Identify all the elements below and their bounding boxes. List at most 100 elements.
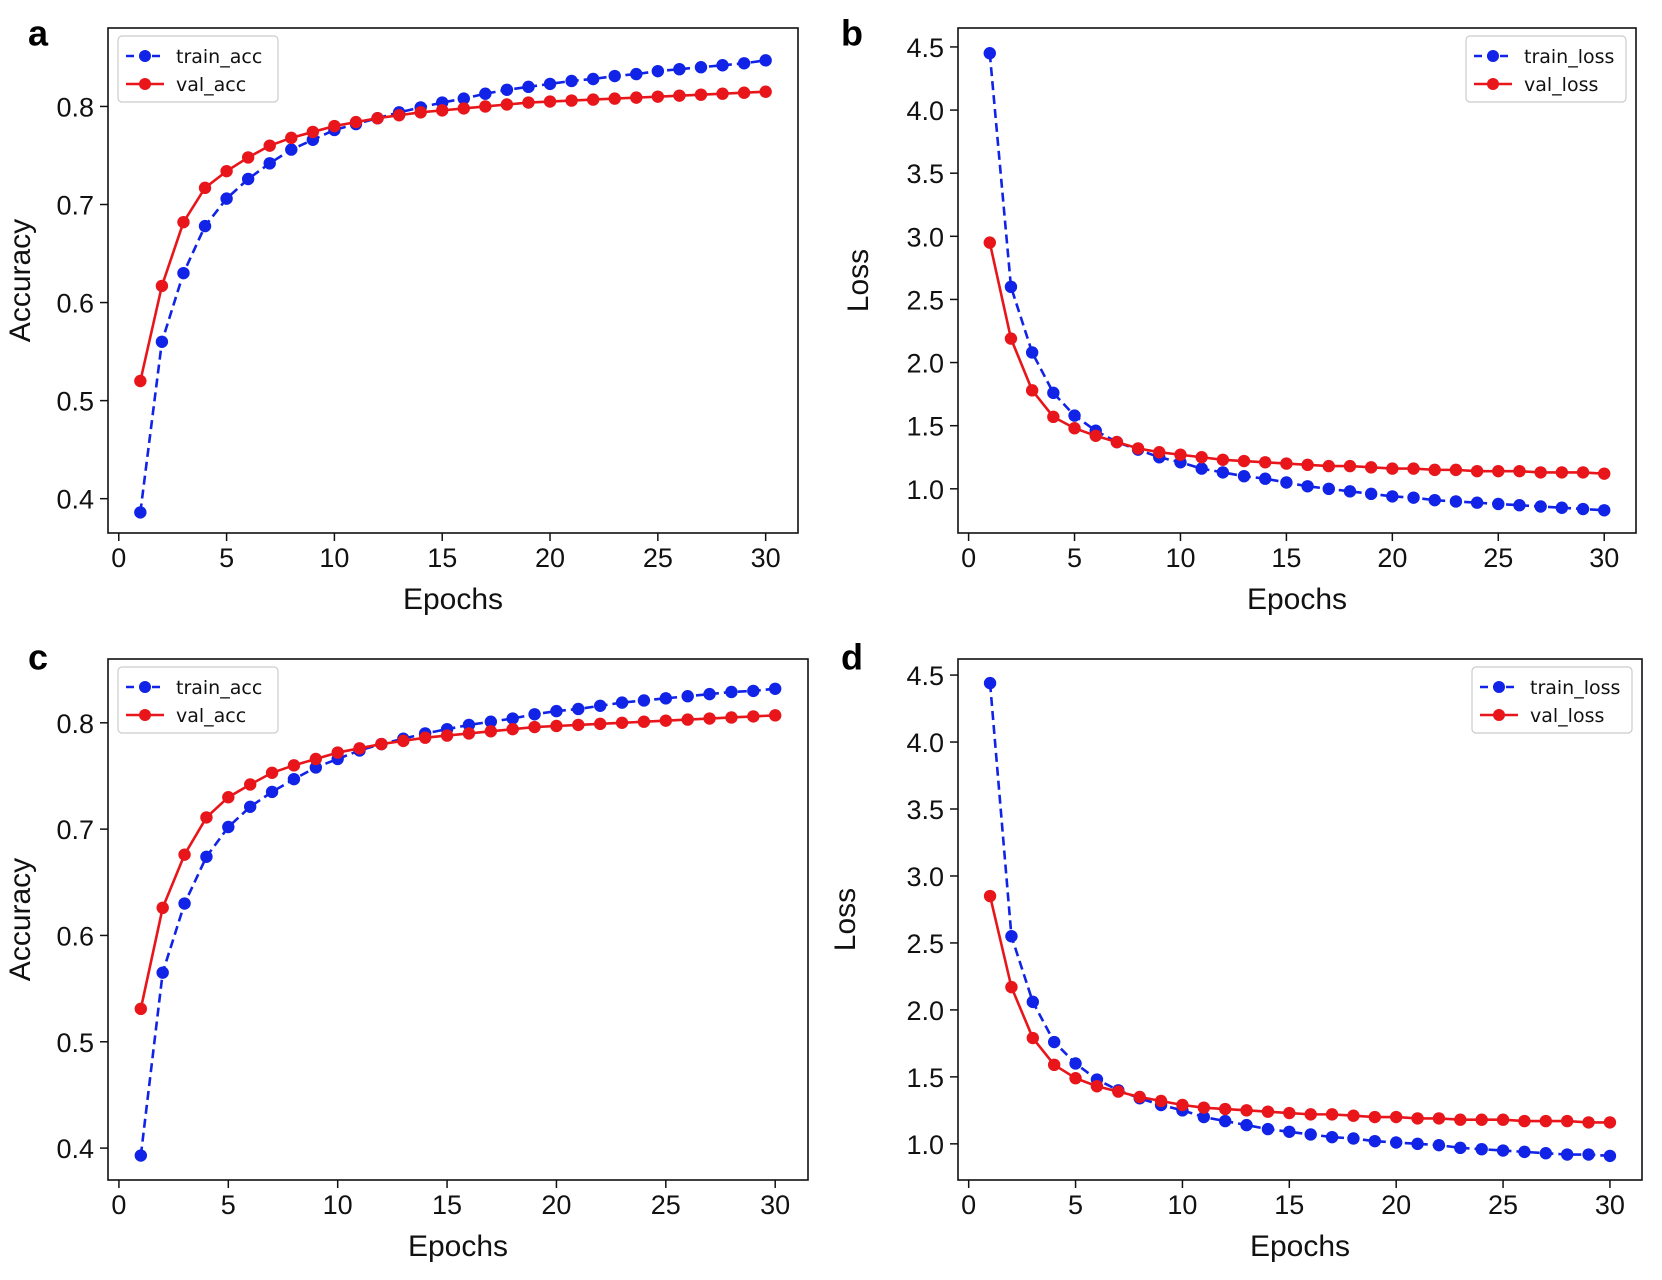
data-point-train_acc [155, 335, 169, 348]
data-point-val_acc [747, 710, 760, 723]
data-point-train_loss [1216, 466, 1230, 479]
data-point-val_acc [462, 727, 476, 740]
y-tick-label: 0.6 [56, 921, 94, 951]
data-point-train_acc [572, 702, 585, 716]
data-point-train_acc [673, 62, 686, 76]
y-axis-label: Loss [842, 249, 875, 312]
y-tick-label: 0.5 [56, 1028, 94, 1058]
data-point-val_loss [1110, 435, 1124, 449]
data-point-train_acc [285, 143, 298, 156]
data-point-val_loss [1047, 410, 1060, 424]
data-point-train_loss [1386, 490, 1399, 503]
data-point-train_loss [1069, 1057, 1082, 1070]
x-tick-label: 10 [319, 543, 349, 573]
data-point-val_loss [1555, 466, 1569, 479]
x-tick-label: 25 [651, 1190, 681, 1220]
data-point-val_loss [1304, 1108, 1317, 1121]
x-tick-label: 0 [961, 543, 976, 573]
data-point-val_acc [309, 752, 323, 766]
plot-frame [957, 27, 1637, 534]
panel-letter: d [841, 637, 863, 678]
data-point-val_loss [1449, 463, 1463, 477]
data-point-val_loss [1389, 1110, 1403, 1124]
data-point-train_acc [608, 69, 621, 83]
data-point-val_loss [1301, 458, 1314, 472]
legend-swatch-marker [139, 681, 151, 693]
x-axis-label: Epochs [1250, 1230, 1350, 1263]
legend-swatch-marker [1493, 709, 1505, 721]
panel-c: c 0 5 10 15 20 25 30 0.4 0.5 0.6 0.7 0.8 Epochs Accura… [4, 637, 809, 1263]
data-point-train_acc [265, 785, 279, 799]
x-tick-label: 15 [427, 543, 457, 573]
data-point-val_loss [1386, 462, 1399, 475]
data-point-val_acc [392, 109, 406, 122]
data-point-val_loss [1025, 384, 1039, 397]
series-line-train_loss [988, 683, 1611, 1158]
data-point-train_loss [1322, 482, 1335, 496]
data-point-train_loss [1598, 504, 1611, 517]
y-tick-label: 0.4 [56, 1134, 94, 1164]
y-tick-label: 0.4 [56, 485, 94, 515]
data-point-val_loss [1069, 1072, 1082, 1085]
y-tick-label: 0.7 [56, 815, 94, 845]
data-point-train_loss [1368, 1134, 1382, 1148]
data-point-val_loss [1454, 1113, 1467, 1126]
data-point-train_loss [1304, 1128, 1317, 1141]
data-point-val_acc [572, 718, 585, 732]
data-point-val_acc [543, 95, 557, 108]
x-tick-label: 5 [1068, 1190, 1083, 1220]
data-point-val_acc [134, 374, 147, 388]
data-point-val_acc [659, 714, 673, 727]
data-point-val_acc [328, 119, 341, 133]
series-line-train_acc [139, 59, 766, 513]
data-point-train_loss [983, 676, 997, 690]
data-point-train_acc [134, 1149, 148, 1162]
data-point-val_loss [1154, 1094, 1168, 1108]
data-point-val_loss [1534, 466, 1547, 479]
data-point-val_acc [725, 711, 738, 724]
data-point-val_acc [375, 737, 388, 751]
data-point-train_acc [287, 772, 301, 786]
panel-a: a 0 5 10 15 20 25 30 0.4 0.5 0.6 0.7 0.8 Epochs Accura… [4, 13, 799, 616]
data-point-train_acc [630, 67, 643, 81]
data-point-val_acc [630, 91, 643, 104]
legend-label: train_acc [176, 46, 262, 68]
legend-label: val_loss [1524, 74, 1598, 96]
data-point-train_acc [528, 708, 541, 721]
data-point-val_acc [565, 94, 578, 107]
data-point-val_loss [1411, 1112, 1424, 1125]
data-point-val_acc [353, 742, 366, 755]
data-point-train_acc [716, 59, 729, 72]
data-point-train_acc [586, 72, 600, 86]
data-point-val_loss [1343, 459, 1357, 473]
legend: train_loss val_loss [1471, 666, 1633, 734]
data-point-val_loss [1047, 1058, 1061, 1072]
data-point-train_loss [1389, 1136, 1403, 1149]
x-tick-label: 15 [1274, 1190, 1304, 1220]
y-tick-label: 0.8 [56, 92, 94, 122]
data-point-val_acc [306, 125, 320, 139]
x-tick-label: 15 [1271, 543, 1301, 573]
data-point-val_acc [694, 88, 708, 101]
data-point-val_loss [1218, 1102, 1232, 1116]
data-point-val_acc [586, 93, 600, 106]
legend-swatch-marker [139, 709, 151, 721]
data-point-train_loss [1576, 502, 1590, 516]
data-point-val_loss [1432, 1112, 1446, 1125]
legend-swatch-marker [1493, 681, 1505, 693]
data-point-val_loss [1576, 466, 1590, 479]
y-tick-label: 2.5 [906, 929, 944, 959]
data-point-train_loss [1301, 480, 1314, 493]
y-tick-label: 4.0 [906, 728, 944, 758]
data-point-train_loss [1582, 1148, 1595, 1161]
plot-frame [957, 658, 1643, 1181]
data-point-train_loss [1470, 496, 1484, 509]
x-tick-label: 30 [751, 543, 781, 573]
data-point-train_loss [1004, 280, 1018, 294]
y-tick-label: 0.7 [56, 191, 94, 221]
data-point-train_loss [1428, 493, 1441, 507]
data-point-train_acc [134, 506, 147, 519]
data-point-train_acc [759, 54, 772, 67]
legend-label: val_acc [176, 705, 246, 727]
data-point-train_loss [1454, 1141, 1467, 1155]
